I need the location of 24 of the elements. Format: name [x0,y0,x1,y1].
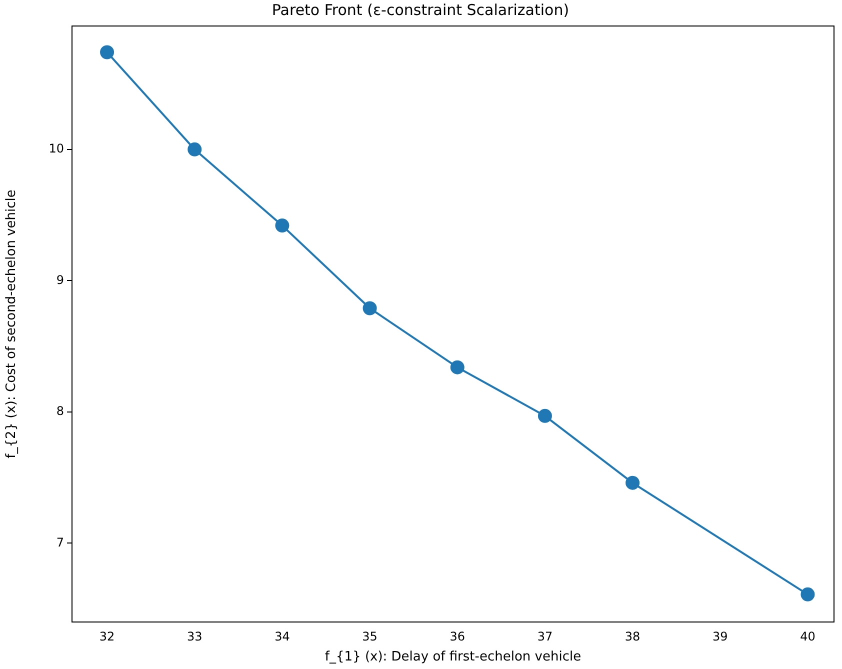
chart-title: Pareto Front (ε-constraint Scalarization) [272,0,570,19]
point [450,360,464,374]
point [188,142,202,156]
point [362,301,377,316]
y-tick-label: 7 [56,535,64,550]
x-tick-label: 34 [274,629,290,644]
x-tick-label: 35 [362,629,378,644]
point [800,587,815,602]
x-tick-label: 32 [99,629,115,644]
point [626,476,640,490]
point [275,218,290,233]
x-tick-label: 36 [450,629,466,644]
x-tick-label: 39 [712,629,728,644]
y-tick-label: 9 [56,272,64,287]
y-axis-title: f_{2} (x): Cost of second-echelon vehicle [4,190,20,458]
x-tick-label: 38 [624,629,640,644]
x-tick-label: 37 [537,629,553,644]
point [100,45,114,60]
y-tick-label: 10 [48,142,64,156]
x-axis-title: f_{1} (x): Delay of first-echelon vehicle [324,650,582,665]
x-tick-label: 40 [800,629,816,644]
point [538,408,552,423]
x-tick-label: 33 [186,629,202,644]
y-tick-label: 8 [56,404,64,418]
